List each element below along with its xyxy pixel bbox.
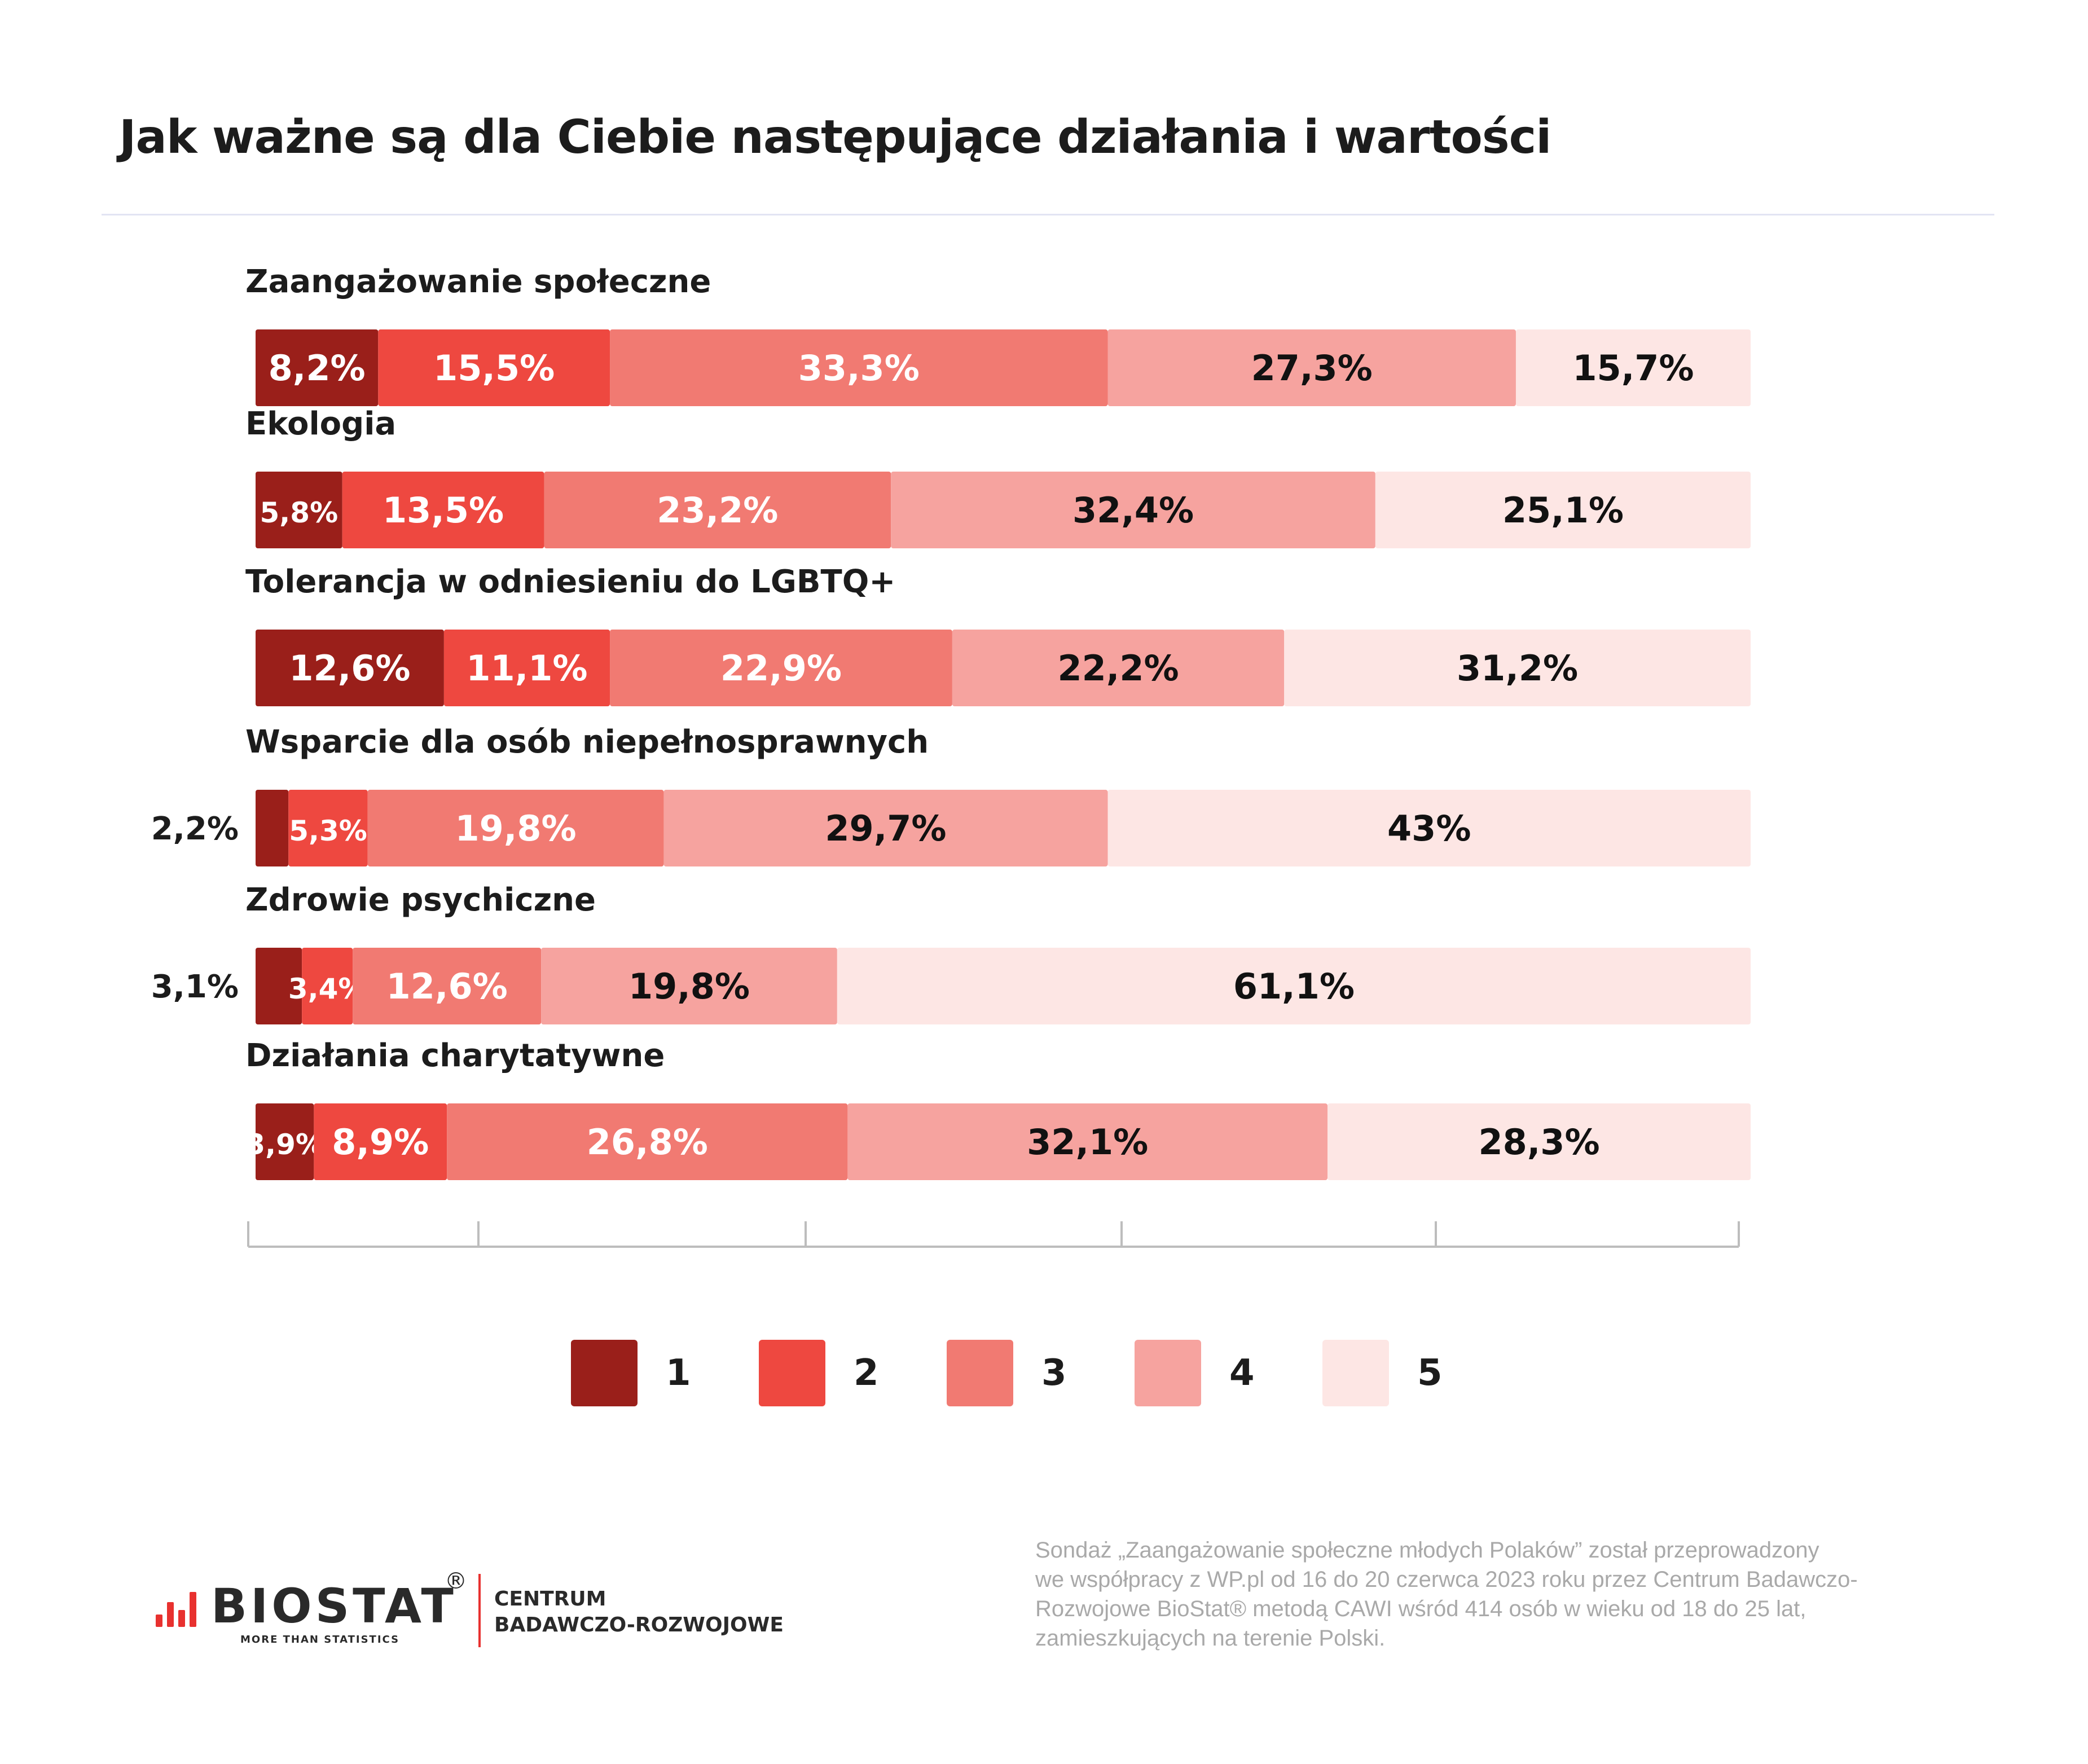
footnote-line: we współpracy z WP.pl od 16 do 20 czerwc… — [1035, 1567, 1858, 1592]
bar-segment — [1327, 1103, 1751, 1180]
data-label: 25,1% — [1502, 490, 1624, 531]
legend-label: 1 — [666, 1352, 691, 1394]
bar-segment — [610, 329, 1108, 406]
category-label: Zdrowie psychiczne — [245, 882, 596, 918]
logo-bar-icon — [156, 1615, 162, 1627]
footnote-line: Sondaż „Zaangażowanie społeczne młodych … — [1035, 1538, 1819, 1563]
bar-segment — [256, 790, 289, 866]
bar-segment — [847, 1103, 1328, 1180]
legend-swatch — [1322, 1340, 1389, 1406]
chart-title: Jak ważne są dla Ciebie następujące dzia… — [119, 111, 1551, 164]
bar-segment — [541, 948, 837, 1024]
title-divider — [102, 214, 1994, 215]
logo-center-line2: BADAWCZO-ROZWOJOWE — [494, 1613, 784, 1637]
logo-divider — [478, 1574, 481, 1647]
footnote-line: zamieszkujących na terenie Polski. — [1035, 1626, 1386, 1651]
data-label: 61,1% — [1233, 966, 1355, 1007]
bar-segment — [256, 630, 444, 706]
category-label: Ekologia — [245, 406, 396, 442]
legend-swatch — [1135, 1340, 1201, 1406]
data-label: 8,2% — [269, 347, 366, 389]
bar-segment — [544, 472, 891, 548]
bar-segment — [256, 472, 342, 548]
bar-segment — [288, 790, 368, 866]
data-label: 31,2% — [1457, 648, 1578, 689]
bar-segment — [378, 329, 610, 406]
category-label: Wsparcie dla osób niepełnosprawnych — [245, 724, 929, 760]
data-label: 12,6% — [386, 966, 508, 1007]
bar-segment — [1515, 329, 1751, 406]
logo-center-line1: CENTRUM — [494, 1587, 606, 1611]
logo-bar-icon — [167, 1602, 174, 1627]
survey-footnote: Sondaż „Zaangażowanie społeczne młodych … — [1035, 1536, 1938, 1653]
legend-label: 2 — [854, 1352, 879, 1394]
data-label: 26,8% — [587, 1121, 708, 1163]
bar-segment — [443, 630, 610, 706]
legend-label: 5 — [1417, 1352, 1443, 1394]
data-label: 19,8% — [628, 966, 750, 1007]
bar-segment — [663, 790, 1108, 866]
category-label: Zaangażowanie społeczne — [245, 263, 711, 300]
bar-segment — [1107, 329, 1516, 406]
data-label: 33,3% — [798, 347, 920, 389]
legend-swatch — [947, 1340, 1013, 1406]
data-label: 32,4% — [1072, 490, 1194, 531]
bar-segment — [256, 948, 302, 1024]
data-label: 22,2% — [1058, 648, 1179, 689]
data-label: 11,1% — [466, 648, 587, 689]
logo-registered-mark: ® — [445, 1568, 467, 1594]
legend-label: 4 — [1229, 1352, 1255, 1394]
bar-segment — [952, 630, 1285, 706]
category-label: Działania charytatywne — [245, 1037, 665, 1074]
bar-segment — [447, 1103, 848, 1180]
data-label: 27,3% — [1251, 347, 1373, 389]
biostat-logo: BIOSTAT ® MORE THAN STATISTICS CENTRUM B… — [156, 1568, 784, 1653]
data-label: 15,5% — [433, 347, 555, 389]
logo-bar-icon — [178, 1610, 185, 1627]
bar-segment — [302, 948, 353, 1024]
stacked-bar-chart: Zaangażowanie społeczne 8,2% 15,5% 33,3% 27,… — [151, 263, 1751, 1248]
data-label: 29,7% — [825, 808, 946, 849]
bar-segment — [610, 630, 952, 706]
data-label: 28,3% — [1478, 1121, 1599, 1163]
category-label: Tolerancja w odniesieniu do LGBTQ+ — [245, 564, 895, 600]
bar-segment — [314, 1103, 447, 1180]
data-label: 3,9% — [245, 1128, 324, 1161]
bar-segment — [1284, 630, 1751, 706]
logo-tagline: MORE THAN STATISTICS — [240, 1634, 400, 1646]
data-label: 3,1% — [151, 969, 239, 1005]
legend: 1 2 3 4 5 — [0, 1340, 2088, 1407]
data-label: 2,2% — [151, 811, 239, 847]
legend-label: 3 — [1041, 1352, 1067, 1394]
data-label: 15,7% — [1572, 347, 1694, 389]
logo-bar-icon — [190, 1592, 196, 1627]
data-label: 19,8% — [455, 808, 577, 849]
bar-segment — [837, 948, 1751, 1024]
data-label: 22,9% — [720, 648, 842, 689]
bar-segment — [342, 472, 544, 548]
data-label: 5,3% — [289, 815, 367, 847]
data-label: 12,6% — [289, 648, 410, 689]
footnote-line: Rozwojowe BioStat® metodą CAWI wśród 414… — [1035, 1596, 1806, 1621]
bar-segment — [1107, 790, 1751, 866]
bar-segment — [891, 472, 1375, 548]
data-label: 8,9% — [332, 1121, 429, 1163]
bar-segment — [1375, 472, 1751, 548]
bar-segment — [353, 948, 542, 1024]
data-label: 43% — [1387, 808, 1471, 849]
legend-swatch — [759, 1340, 825, 1406]
bar-segment — [256, 1103, 314, 1180]
data-label: 5,8% — [260, 496, 339, 529]
data-label: 13,5% — [383, 490, 504, 531]
data-label: 23,2% — [657, 490, 778, 531]
data-label: 32,1% — [1027, 1121, 1148, 1163]
legend-swatch — [571, 1340, 638, 1406]
bar-segment — [256, 329, 379, 406]
logo-wordmark: BIOSTAT — [211, 1578, 457, 1634]
bar-segment — [367, 790, 664, 866]
